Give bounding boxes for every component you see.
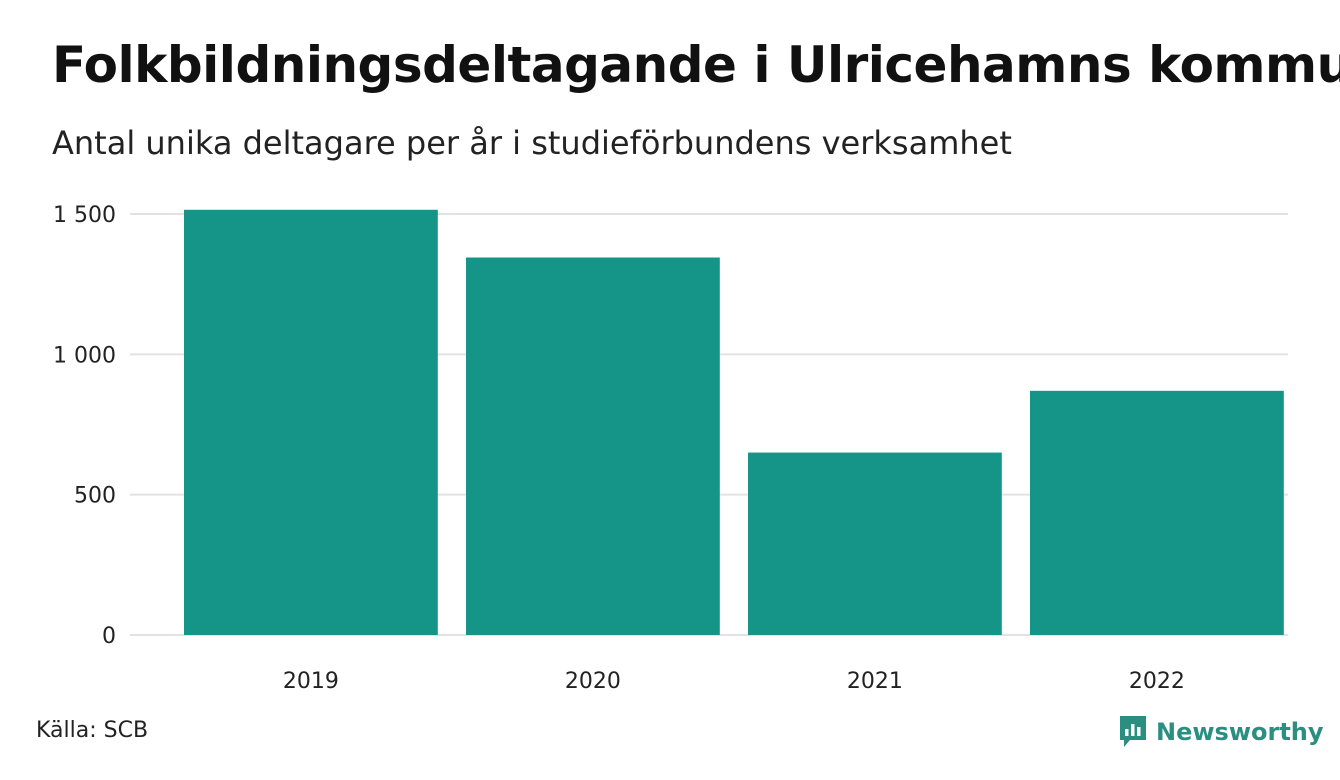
bar <box>184 209 438 636</box>
brand-name: Newsworthy <box>1156 718 1324 746</box>
y-tick-label: 500 <box>74 484 116 509</box>
x-tick-label: 2020 <box>565 669 621 694</box>
source-note: Källa: SCB <box>36 718 149 743</box>
x-tick-label: 2019 <box>283 669 339 694</box>
x-tick-label: 2022 <box>1129 669 1185 694</box>
chart-subtitle: Antal unika deltagare per år i studieför… <box>52 124 1012 162</box>
y-tick-label: 1 000 <box>53 343 116 368</box>
newsworthy-logo-icon <box>1120 716 1146 747</box>
chart-title: Folkbildningsdeltagande i Ulricehamns ko… <box>52 36 1340 94</box>
bar <box>1030 390 1284 635</box>
y-tick-label: 0 <box>102 624 116 649</box>
x-tick-label: 2021 <box>847 669 903 694</box>
bar <box>466 257 720 635</box>
bar-chart: 0 500 1 000 1 500 2019 2020 2021 2022 <box>53 203 1288 694</box>
brand-logo: Newsworthy <box>1118 714 1324 750</box>
bar <box>748 452 1002 635</box>
y-tick-label: 1 500 <box>53 203 116 228</box>
